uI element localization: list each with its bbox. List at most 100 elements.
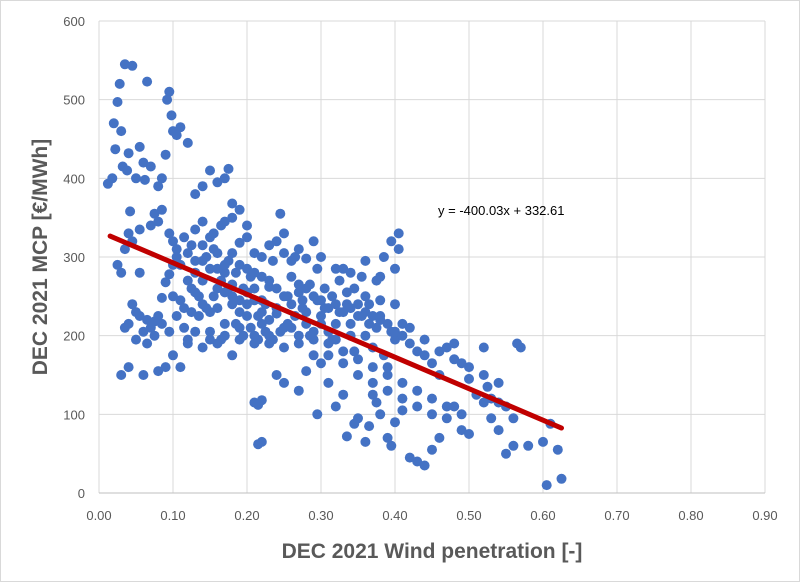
data-point — [456, 425, 467, 436]
data-point — [360, 255, 371, 266]
data-point — [360, 307, 371, 318]
data-point — [441, 342, 452, 353]
data-point — [434, 432, 445, 443]
data-point — [267, 255, 278, 266]
data-point — [323, 303, 334, 314]
data-point — [427, 444, 437, 455]
data-point — [123, 228, 134, 239]
data-point — [219, 318, 230, 329]
data-point — [134, 267, 145, 278]
data-point — [330, 318, 341, 329]
data-point — [123, 362, 134, 373]
data-point — [353, 354, 363, 365]
data-point — [323, 338, 334, 349]
x-tick-label: 0.00 — [86, 508, 111, 523]
data-point — [404, 452, 415, 463]
data-point — [256, 395, 267, 406]
data-point — [171, 311, 182, 321]
trendline-equation: y = -400.03x + 332.61 — [438, 203, 564, 218]
data-point — [116, 370, 127, 380]
data-point — [234, 237, 245, 248]
data-point — [131, 173, 141, 184]
data-point — [164, 228, 175, 239]
data-point — [390, 417, 400, 428]
x-tick-label: 0.40 — [382, 508, 407, 523]
data-point — [279, 342, 289, 353]
data-point — [116, 126, 127, 137]
data-point — [242, 299, 252, 310]
x-axis-title: DEC 2021 Wind penetration [-] — [282, 540, 583, 563]
data-point — [386, 236, 397, 247]
y-tick-label: 600 — [63, 14, 85, 29]
data-point — [404, 338, 415, 349]
data-point — [234, 307, 245, 318]
data-point — [371, 322, 382, 333]
data-point — [301, 366, 312, 377]
data-point — [397, 393, 408, 404]
data-point — [212, 338, 223, 349]
data-point — [441, 413, 452, 424]
x-tick-label: 0.90 — [752, 508, 777, 523]
data-point — [353, 370, 363, 380]
data-point — [249, 283, 260, 294]
data-point — [164, 326, 175, 337]
data-point — [338, 346, 349, 357]
data-point — [279, 377, 289, 388]
data-point — [271, 370, 282, 380]
data-point — [134, 311, 145, 321]
data-point — [464, 373, 474, 384]
data-point — [478, 397, 489, 408]
data-point — [153, 181, 164, 192]
data-point — [175, 362, 186, 373]
data-point — [341, 431, 352, 442]
data-point — [219, 287, 230, 298]
data-point — [449, 338, 460, 349]
data-point — [301, 307, 312, 318]
data-point — [308, 326, 319, 337]
data-point — [205, 326, 215, 337]
data-point — [264, 330, 275, 341]
data-point — [345, 267, 356, 278]
data-point — [182, 275, 193, 286]
data-point — [197, 255, 208, 266]
data-point — [364, 299, 375, 310]
data-point — [316, 295, 326, 306]
data-point — [219, 259, 230, 270]
data-point — [164, 86, 175, 97]
data-point — [212, 303, 223, 314]
data-point — [179, 322, 190, 333]
data-point — [242, 232, 252, 243]
data-point — [186, 240, 197, 251]
data-point — [404, 322, 415, 333]
data-point — [308, 236, 319, 247]
data-point — [449, 401, 460, 412]
data-point — [227, 248, 238, 259]
data-point — [360, 436, 371, 447]
data-point — [114, 78, 125, 89]
data-point — [223, 163, 234, 174]
data-point — [190, 189, 201, 200]
data-point — [367, 389, 378, 400]
data-point — [256, 271, 267, 282]
data-point — [197, 342, 208, 353]
data-point — [149, 208, 160, 219]
data-point — [182, 338, 193, 349]
data-point — [208, 291, 219, 302]
data-point — [234, 259, 245, 270]
data-point — [110, 144, 121, 155]
data-point — [349, 346, 360, 357]
data-point — [397, 318, 408, 329]
data-point — [208, 228, 219, 239]
data-point — [478, 370, 489, 380]
data-point — [125, 206, 136, 217]
data-point — [412, 346, 423, 357]
data-point — [219, 330, 230, 341]
data-point — [145, 161, 156, 172]
data-point — [205, 307, 215, 318]
data-point — [153, 311, 164, 321]
data-point — [538, 436, 548, 447]
data-point — [227, 212, 238, 223]
data-point — [523, 440, 534, 451]
data-point — [205, 263, 215, 274]
